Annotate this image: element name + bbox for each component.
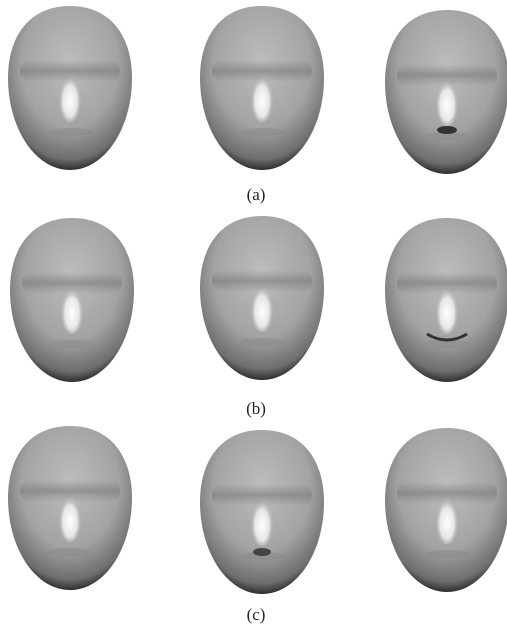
face-image xyxy=(385,218,507,382)
page: (a) (b) (c) (() => { const data = JSON.p… xyxy=(0,0,507,635)
mouth xyxy=(253,548,271,556)
face-image xyxy=(8,426,132,590)
figure: (a) (b) (c) xyxy=(0,0,507,635)
face-image xyxy=(200,216,324,380)
mouth xyxy=(437,126,457,134)
caption: (a) xyxy=(247,185,266,204)
caption: (c) xyxy=(247,605,266,624)
face-image xyxy=(200,6,324,170)
face-image xyxy=(385,428,507,592)
caption: (b) xyxy=(246,399,266,418)
face-image xyxy=(200,430,324,594)
face-image xyxy=(8,6,132,170)
face-image xyxy=(385,10,507,174)
face-image xyxy=(10,218,134,382)
